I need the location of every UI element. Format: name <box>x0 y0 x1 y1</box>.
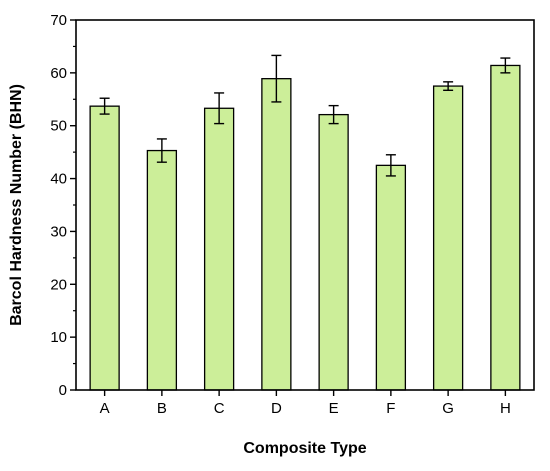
error-bars-layer <box>99 54 511 177</box>
x-tick-label-A: A <box>100 400 110 417</box>
x-tick-label-E: E <box>329 400 339 417</box>
bar-A <box>89 105 120 391</box>
x-tick-label-H: H <box>500 400 511 417</box>
error-bar-H <box>500 57 511 74</box>
bar-F <box>375 164 407 391</box>
y-axis: 0 10 20 30 40 50 60 70 <box>50 12 76 399</box>
error-bar-D <box>271 54 282 103</box>
y-axis-title: Barcol Hardness Number (BHN) <box>8 84 25 326</box>
y-tick-label-10: 10 <box>50 329 67 346</box>
error-bar-G <box>443 81 454 92</box>
bar-D <box>261 78 292 391</box>
bar-E <box>318 113 349 391</box>
y-tick-label-30: 30 <box>50 223 67 240</box>
y-tick-label-70: 70 <box>50 12 67 29</box>
x-axis-title: Composite Type <box>243 440 366 457</box>
y-tick-label-60: 60 <box>50 65 67 82</box>
x-tick-label-B: B <box>157 400 167 417</box>
y-tick-label-50: 50 <box>50 118 67 135</box>
bar-H <box>490 64 521 391</box>
error-bar-A <box>99 97 110 115</box>
y-tick-label-0: 0 <box>59 382 67 399</box>
x-tick-label-G: G <box>442 400 454 417</box>
bar-B <box>146 149 178 391</box>
x-axis: A B C D E F G H <box>100 390 511 417</box>
error-bar-B <box>156 138 167 163</box>
y-tick-label-40: 40 <box>50 171 67 188</box>
error-bar-F <box>385 154 396 177</box>
x-tick-label-D: D <box>271 400 282 417</box>
bar-G <box>432 85 464 391</box>
plot-frame <box>75 19 535 391</box>
y-tick-label-20: 20 <box>50 276 67 293</box>
error-bar-C <box>214 92 225 125</box>
x-tick-label-C: C <box>214 400 225 417</box>
error-bar-E <box>328 104 339 125</box>
bar-C <box>203 107 235 391</box>
bars-layer <box>89 64 521 391</box>
x-tick-label-F: F <box>386 400 395 417</box>
